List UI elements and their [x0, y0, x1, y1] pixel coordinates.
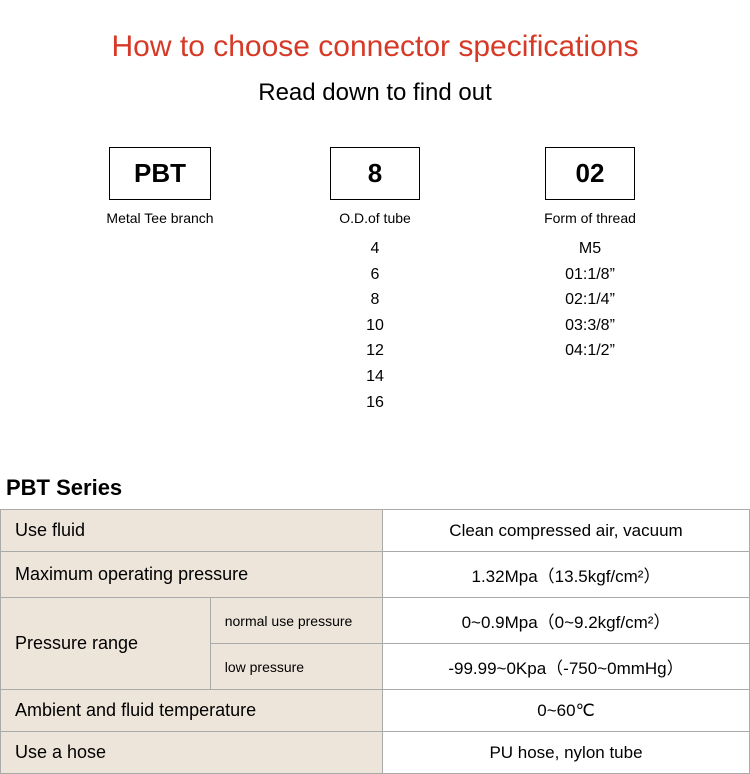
table-row: Use a hose PU hose, nylon tube — [1, 732, 750, 774]
spec-value-item: 8 — [366, 287, 384, 313]
spec-value-item: 02:1/4” — [565, 287, 615, 313]
row-label: Ambient and fluid temperature — [1, 690, 383, 732]
spec-values-1: 46810121416 — [366, 236, 384, 415]
series-title: PBT Series — [0, 475, 750, 509]
row-label: Use a hose — [1, 732, 383, 774]
spec-box-1: 8 — [330, 147, 420, 200]
spec-value-item: 16 — [366, 390, 384, 416]
spec-value-item: 14 — [366, 364, 384, 390]
page-title: How to choose connector specifications — [0, 30, 750, 64]
row-sublabel: normal use pressure — [210, 598, 382, 644]
spec-label-2: Form of thread — [544, 210, 636, 226]
row-value: PU hose, nylon tube — [382, 732, 749, 774]
spec-value-item: M5 — [565, 236, 615, 262]
spec-value-item: 6 — [366, 262, 384, 288]
spec-label-0: Metal Tee branch — [106, 210, 213, 226]
spec-value-item: 03:3/8” — [565, 313, 615, 339]
row-sublabel: low pressure — [210, 644, 382, 690]
page-subtitle: Read down to find out — [0, 79, 750, 107]
row-label: Pressure range — [1, 598, 211, 690]
spec-label-1: O.D.of tube — [339, 210, 411, 226]
table-row: Maximum operating pressure 1.32Mpa（13.5k… — [1, 552, 750, 598]
table-row: Pressure range normal use pressure 0~0.9… — [1, 598, 750, 644]
spec-table: Use fluid Clean compressed air, vacuum M… — [0, 509, 750, 774]
spec-box-0: PBT — [109, 147, 211, 200]
spec-value-item: 10 — [366, 313, 384, 339]
row-value: 0~60℃ — [382, 690, 749, 732]
spec-value-item: 4 — [366, 236, 384, 262]
spec-box-2: 02 — [545, 147, 635, 200]
spec-value-item: 04:1/2” — [565, 338, 615, 364]
table-row: Ambient and fluid temperature 0~60℃ — [1, 690, 750, 732]
row-label: Use fluid — [1, 510, 383, 552]
row-label: Maximum operating pressure — [1, 552, 383, 598]
row-value: Clean compressed air, vacuum — [382, 510, 749, 552]
row-value: 1.32Mpa（13.5kgf/cm²） — [382, 552, 749, 598]
table-row: Use fluid Clean compressed air, vacuum — [1, 510, 750, 552]
spec-col-2: 02 Form of thread M501:1/8”02:1/4”03:3/8… — [515, 147, 665, 415]
spec-col-0: PBT Metal Tee branch — [85, 147, 235, 415]
spec-col-1: 8 O.D.of tube 46810121416 — [300, 147, 450, 415]
spec-values-2: M501:1/8”02:1/4”03:3/8”04:1/2” — [565, 236, 615, 364]
row-value: 0~0.9Mpa（0~9.2kgf/cm²） — [382, 598, 749, 644]
spec-value-item: 12 — [366, 338, 384, 364]
row-value: -99.99~0Kpa（-750~0mmHg） — [382, 644, 749, 690]
spec-row: PBT Metal Tee branch 8 O.D.of tube 46810… — [0, 147, 750, 415]
spec-value-item: 01:1/8” — [565, 262, 615, 288]
